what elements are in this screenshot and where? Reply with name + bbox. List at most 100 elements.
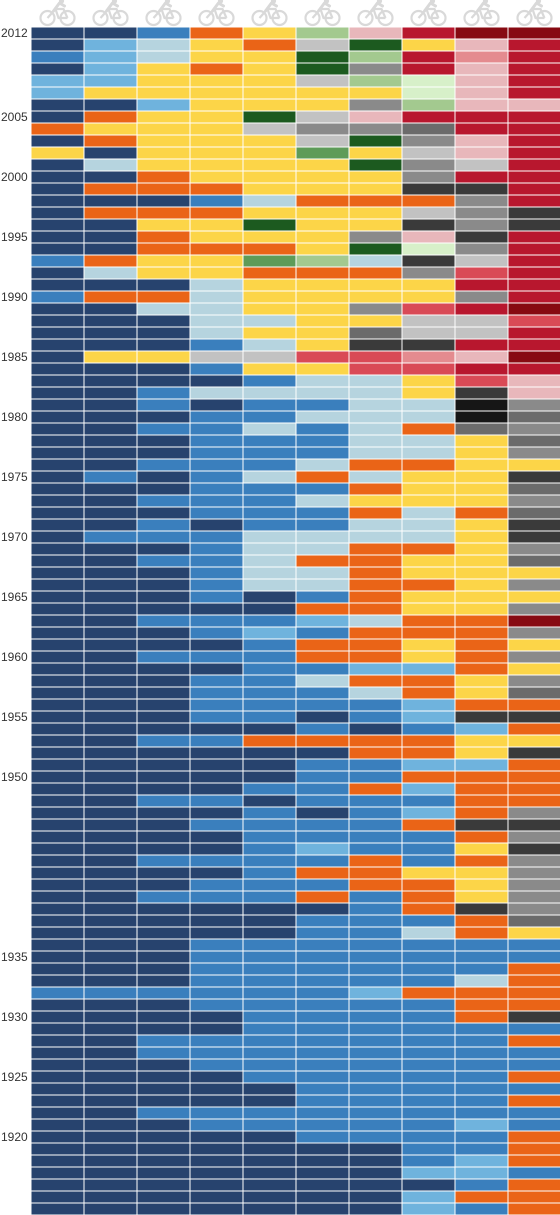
- heatmap-cell: [454, 1190, 509, 1204]
- heatmap-cell: [348, 806, 403, 820]
- heatmap-cell: [30, 266, 85, 280]
- heatmap-cell: [507, 602, 560, 616]
- heatmap-cell: [83, 386, 138, 400]
- heatmap-cell: [83, 974, 138, 988]
- heatmap-cell: [136, 698, 191, 712]
- heatmap-cell: [401, 326, 456, 340]
- heatmap-cell: [136, 146, 191, 160]
- heatmap-cell: [295, 458, 350, 472]
- heatmap-cell: [136, 1154, 191, 1168]
- heatmap-cell: [189, 1166, 244, 1180]
- heatmap-cell: [136, 362, 191, 376]
- heatmap-cell: [136, 614, 191, 628]
- heatmap-cell: [83, 758, 138, 772]
- heatmap-cell: [507, 98, 560, 112]
- heatmap-cell: [242, 230, 297, 244]
- heatmap-cell: [348, 1094, 403, 1108]
- year-tick-label: 1970: [1, 530, 28, 544]
- heatmap-cell: [348, 482, 403, 496]
- heatmap-cell: [401, 38, 456, 52]
- heatmap-cell: [507, 1034, 560, 1048]
- heatmap-cell: [242, 494, 297, 508]
- heatmap-cell: [83, 878, 138, 892]
- heatmap-cell: [189, 1034, 244, 1048]
- heatmap-cell: [30, 50, 85, 64]
- heatmap-cell: [136, 98, 191, 112]
- heatmap-cell: [401, 1010, 456, 1024]
- heatmap-cell: [295, 1202, 350, 1215]
- cyclist-icon: [145, 0, 182, 27]
- heatmap-cell: [507, 818, 560, 832]
- year-tick-label: 2000: [1, 170, 28, 184]
- heatmap-cell: [189, 1202, 244, 1215]
- heatmap-cell: [83, 986, 138, 1000]
- heatmap-cell: [348, 290, 403, 304]
- heatmap-cell: [507, 350, 560, 364]
- heatmap-cell: [348, 230, 403, 244]
- heatmap-cell: [83, 26, 138, 40]
- column-icons: [39, 0, 553, 27]
- cyclist-icon: [516, 0, 553, 27]
- heatmap-cell: [348, 962, 403, 976]
- heatmap-cell: [30, 626, 85, 640]
- heatmap-cell: [189, 530, 244, 544]
- heatmap-cell: [454, 830, 509, 844]
- heatmap-cell: [30, 770, 85, 784]
- heatmap-cell: [507, 122, 560, 136]
- heatmap-cell: [507, 38, 560, 52]
- heatmap-cell: [136, 1118, 191, 1132]
- heatmap-cell: [83, 1154, 138, 1168]
- heatmap-cell: [30, 674, 85, 688]
- heatmap-cell: [348, 866, 403, 880]
- heatmap-cell: [454, 554, 509, 568]
- heatmap-cell: [189, 182, 244, 196]
- heatmap-cell: [30, 314, 85, 328]
- heatmap-cell: [295, 1142, 350, 1156]
- heatmap-cell: [30, 122, 85, 136]
- heatmap-cell: [189, 86, 244, 100]
- heatmap-cell: [295, 1130, 350, 1144]
- cyclist-icon: [39, 0, 76, 27]
- heatmap-cell: [136, 722, 191, 736]
- heatmap-cell: [401, 1154, 456, 1168]
- heatmap-cell: [295, 806, 350, 820]
- heatmap-cell: [136, 782, 191, 796]
- heatmap-cell: [348, 890, 403, 904]
- heatmap-cell: [348, 1190, 403, 1204]
- heatmap-cell: [401, 170, 456, 184]
- heatmap-cell: [242, 566, 297, 580]
- heatmap-cell: [348, 74, 403, 88]
- heatmap-cell: [83, 1010, 138, 1024]
- heatmap-cell: [295, 446, 350, 460]
- heatmap-cell: [242, 290, 297, 304]
- year-tick-label: 1955: [1, 710, 28, 724]
- heatmap-cell: [507, 806, 560, 820]
- heatmap-cell: [30, 506, 85, 520]
- heatmap-cell: [136, 410, 191, 424]
- heatmap-cell: [83, 206, 138, 220]
- heatmap-cell: [30, 230, 85, 244]
- heatmap-cell: [136, 542, 191, 556]
- heatmap-cell: [454, 566, 509, 580]
- cyclist-icon: [463, 0, 500, 27]
- heatmap-cell: [136, 470, 191, 484]
- heatmap-cell: [401, 782, 456, 796]
- heatmap-cell: [242, 134, 297, 148]
- heatmap-cell: [30, 842, 85, 856]
- heatmap-cell: [348, 446, 403, 460]
- heatmap-cell: [136, 374, 191, 388]
- heatmap-cell: [348, 302, 403, 316]
- heatmap-cell: [348, 410, 403, 424]
- heatmap-cell: [242, 854, 297, 868]
- heatmap-cell: [242, 434, 297, 448]
- heatmap-cell: [136, 734, 191, 748]
- heatmap-cell: [30, 1118, 85, 1132]
- year-tick-label: 1965: [1, 590, 28, 604]
- heatmap-cell: [401, 722, 456, 736]
- heatmap-cell: [295, 158, 350, 172]
- heatmap-cell: [83, 554, 138, 568]
- heatmap-cell: [507, 542, 560, 556]
- heatmap-cell: [348, 722, 403, 736]
- heatmap-cell: [136, 1082, 191, 1096]
- heatmap-cell: [136, 110, 191, 124]
